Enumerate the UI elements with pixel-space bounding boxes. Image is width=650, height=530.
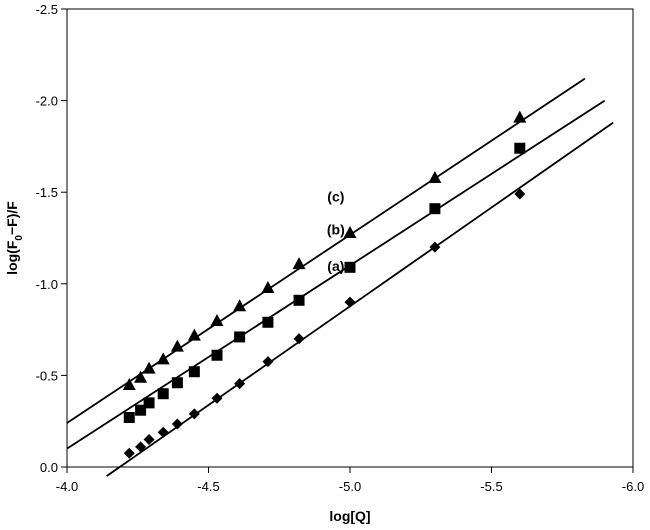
fit-lines	[66, 77, 614, 477]
triangle-marker	[142, 361, 156, 374]
triangle-marker	[513, 110, 527, 123]
y-axis-title-rest: −F)/F	[4, 201, 20, 235]
diamond-marker	[211, 392, 223, 404]
y-tick-label: -2.0	[36, 94, 58, 109]
triangle-marker	[261, 280, 275, 293]
x-tick-label: -5.5	[480, 479, 502, 494]
y-tick-label: -0.5	[36, 368, 58, 383]
fit-line-series-1	[66, 99, 606, 450]
fit-line-series-0	[106, 121, 614, 477]
diamond-marker	[344, 296, 356, 308]
square-marker	[211, 349, 223, 361]
diamond-marker	[143, 434, 155, 446]
x-axis-title: log[Q]	[329, 508, 370, 524]
triangle-marker	[292, 257, 306, 270]
data-markers	[122, 110, 527, 459]
y-tick-label: -1.0	[36, 277, 58, 292]
x-tick-label: -4.0	[56, 479, 78, 494]
square-marker	[171, 377, 183, 389]
diamond-marker	[188, 408, 200, 420]
square-marker	[429, 203, 441, 215]
triangle-marker	[156, 352, 170, 365]
square-marker	[262, 316, 274, 328]
square-marker	[344, 261, 356, 273]
x-axis-ticks: -4.0 -4.5 -5.0 -5.5 -6.0	[56, 467, 644, 494]
triangle-marker	[343, 226, 357, 239]
x-tick-label: -6.0	[622, 479, 644, 494]
diamond-marker	[262, 356, 274, 368]
y-tick-label: -2.5	[36, 2, 58, 17]
y-axis-title: log(F0−F)/F	[4, 201, 25, 275]
square-marker	[157, 388, 169, 400]
series-label: (b)	[327, 221, 345, 237]
x-tick-label: -4.5	[197, 479, 219, 494]
y-axis-title-subscript: 0	[14, 235, 25, 241]
square-marker	[514, 142, 526, 154]
triangle-marker	[170, 339, 184, 352]
diamond-marker	[293, 333, 305, 345]
diamond-marker	[171, 418, 183, 430]
diamond-marker	[157, 426, 169, 438]
series-label: (c)	[327, 188, 344, 204]
x-tick-label: -5.0	[339, 479, 361, 494]
series-labels: (a) (b) (c)	[327, 188, 345, 274]
y-tick-label: 0.0	[40, 460, 58, 475]
square-marker	[188, 366, 200, 378]
triangle-marker	[233, 299, 247, 312]
triangle-marker	[187, 328, 201, 341]
y-axis-ticks: 0.0 -0.5 -1.0 -1.5 -2.0 -2.5	[36, 2, 67, 475]
diamond-marker	[123, 447, 135, 459]
triangle-marker	[134, 370, 148, 383]
diamond-marker	[514, 188, 526, 200]
square-marker	[234, 331, 246, 343]
square-marker	[123, 412, 135, 424]
y-axis-title-main: log(F	[4, 240, 20, 275]
square-marker	[143, 397, 155, 409]
diamond-marker	[429, 241, 441, 253]
diamond-marker	[234, 378, 246, 390]
triangle-marker	[210, 313, 224, 326]
triangle-marker	[122, 378, 136, 391]
square-marker	[135, 404, 147, 416]
diamond-marker	[135, 441, 147, 453]
y-tick-label: -1.5	[36, 185, 58, 200]
triangle-marker	[428, 171, 442, 184]
square-marker	[293, 294, 305, 306]
fit-line-series-2	[66, 77, 586, 424]
series-label: (a)	[327, 258, 344, 274]
